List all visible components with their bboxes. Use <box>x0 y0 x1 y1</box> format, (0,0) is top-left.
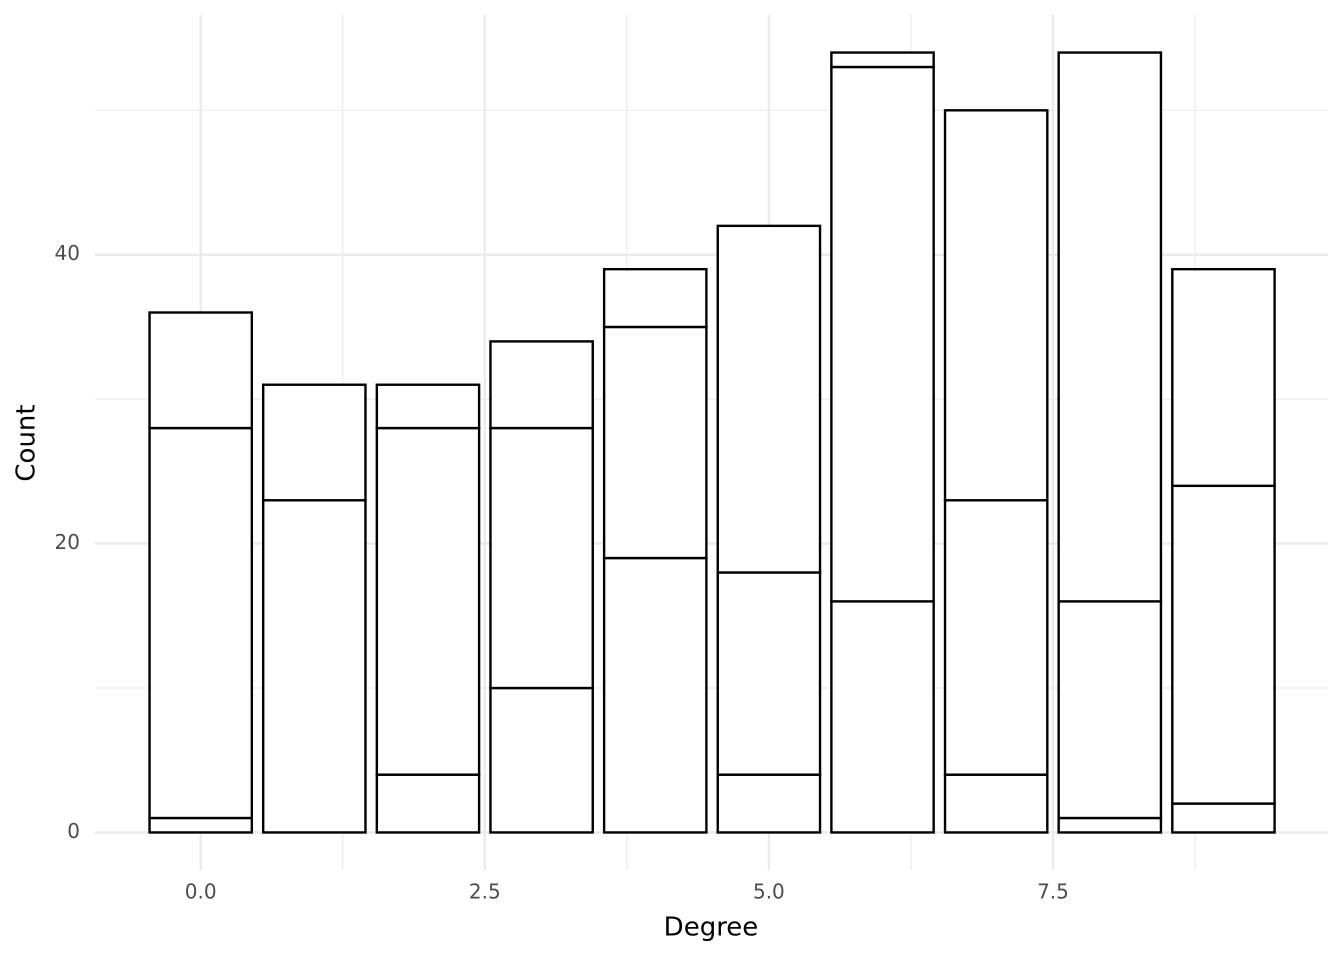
bar-segment <box>1057 816 1163 834</box>
bar-segment <box>716 224 822 574</box>
bar-segment <box>830 600 935 834</box>
bar-segment <box>375 426 481 776</box>
x-tick-label: 5.0 <box>753 880 785 904</box>
y-tick-label: 20 <box>55 530 80 554</box>
bar-segment <box>148 816 254 834</box>
bar-segment <box>489 340 594 430</box>
bar-segment <box>1057 600 1163 820</box>
x-axis-title: Degree <box>664 913 759 943</box>
bar-segment <box>489 686 594 834</box>
bar-segment <box>716 773 822 834</box>
bar-segment <box>602 556 708 834</box>
bar-segment <box>1057 51 1163 603</box>
bar-segment <box>375 383 481 430</box>
x-tick-label: 2.5 <box>469 880 501 904</box>
y-axis-title: Count <box>12 404 42 481</box>
bar-segment <box>261 383 367 502</box>
x-tick-label: 0.0 <box>185 880 217 904</box>
bar-segment <box>1171 802 1276 834</box>
bar-segment <box>148 426 254 820</box>
bar-segment <box>1171 484 1276 805</box>
bar-segment <box>943 109 1049 502</box>
bar-segment <box>716 571 822 776</box>
bar-segment <box>602 325 708 560</box>
bar-segment <box>489 426 594 690</box>
bar-segment <box>830 51 935 69</box>
bar-segment <box>943 773 1049 834</box>
bar-segment <box>602 267 708 329</box>
bar-segment <box>830 65 935 603</box>
bar-segment <box>148 311 254 430</box>
bar-segment <box>375 773 481 834</box>
bar-segment <box>943 499 1049 776</box>
bar-segment <box>261 499 367 834</box>
y-tick-label: 40 <box>55 241 80 265</box>
x-tick-label: 7.5 <box>1037 880 1069 904</box>
y-tick-label: 0 <box>67 819 80 843</box>
bar-segment <box>1171 267 1276 488</box>
